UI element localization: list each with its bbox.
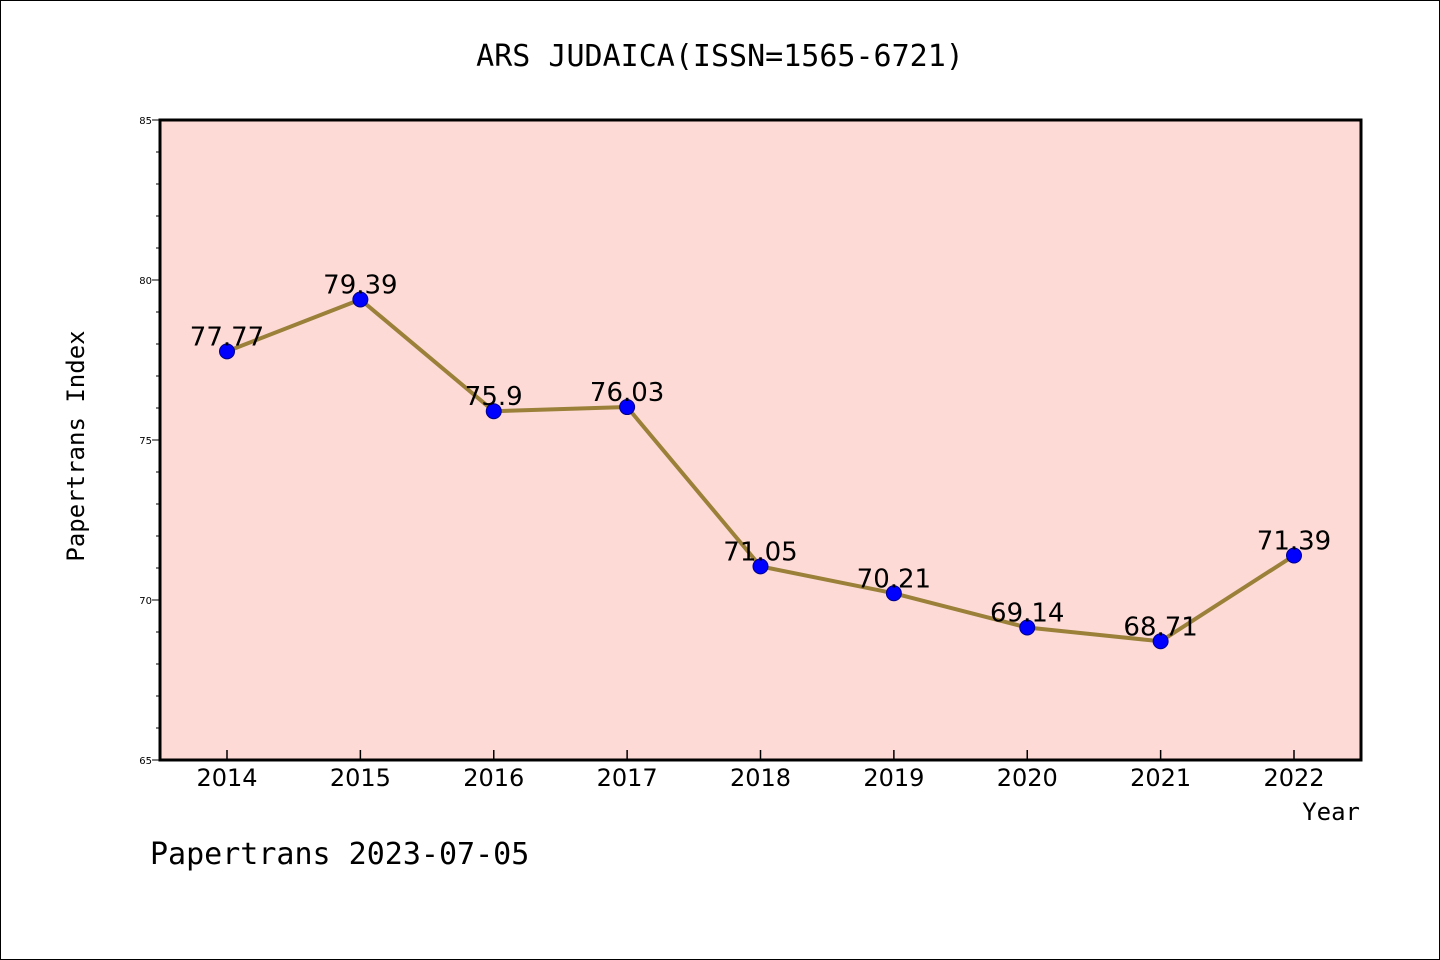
data-point [885, 585, 902, 602]
data-label: 69.14 [990, 599, 1064, 629]
data-point [1286, 547, 1302, 564]
data-label: 79.39 [323, 271, 397, 301]
data-point [1152, 633, 1169, 650]
y-tick-label: 75 [139, 436, 152, 447]
y-tick-label: 85 [139, 116, 152, 127]
data-point [752, 558, 769, 575]
data-point [619, 399, 636, 416]
x-tick-label: 2019 [863, 764, 924, 792]
data-label: 77.77 [190, 322, 264, 352]
data-label: 75.9 [465, 382, 523, 412]
chart-title: ARS JUDAICA(ISSN=1565-6721) [476, 39, 964, 74]
data-label: 76.03 [590, 378, 664, 408]
x-tick-label: 2016 [463, 764, 524, 792]
x-axis-label: Year [1302, 798, 1360, 826]
plot-area [160, 120, 1361, 760]
data-point [485, 403, 502, 420]
data-label: 70.21 [857, 564, 931, 594]
y-tick-label: 70 [139, 596, 152, 607]
x-tick-label: 2014 [196, 764, 257, 792]
x-tick-label: 2015 [330, 764, 391, 792]
plot-border [158, 118, 1363, 762]
x-tick-label: 2017 [597, 764, 658, 792]
data-point [219, 343, 235, 360]
data-label: 71.05 [723, 537, 797, 567]
x-axis: 2014 2015 2016 2017 2018 2019 2020 2021 2022 [196, 750, 1325, 792]
data-label: 71.39 [1257, 527, 1331, 557]
data-point [352, 291, 369, 308]
y-axis: 65 70 75 80 85 [139, 116, 160, 767]
y-tick-label: 65 [139, 756, 152, 767]
footer-credit: Papertrans 2023-07-05 [150, 837, 529, 872]
y-tick-label: 80 [139, 276, 152, 287]
x-tick-label: 2020 [997, 764, 1058, 792]
x-tick-label: 2018 [730, 764, 791, 792]
x-tick-label: 2022 [1263, 764, 1324, 792]
data-markers [219, 291, 1302, 650]
y-axis-label: Papertrans Index [62, 330, 90, 561]
data-labels: 77.77 79.39 75.9 76.03 71.05 70.21 69.14 68.71 7… [190, 271, 1331, 643]
data-label: 68.71 [1123, 612, 1197, 642]
data-point [1019, 619, 1036, 636]
x-tick-label: 2021 [1130, 764, 1191, 792]
